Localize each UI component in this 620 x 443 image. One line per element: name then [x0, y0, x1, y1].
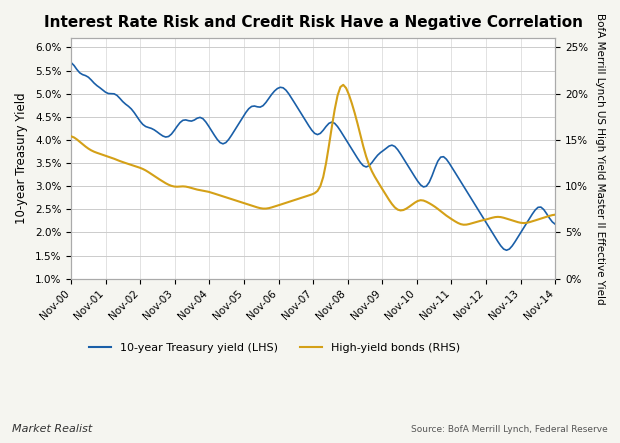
Text: Market Realist: Market Realist: [12, 424, 92, 434]
Title: Interest Rate Risk and Credit Risk Have a Negative Correlation: Interest Rate Risk and Credit Risk Have …: [43, 15, 583, 30]
Legend: 10-year Treasury yield (LHS), High-yield bonds (RHS): 10-year Treasury yield (LHS), High-yield…: [84, 338, 465, 358]
Text: Source: BofA Merrill Lynch, Federal Reserve: Source: BofA Merrill Lynch, Federal Rese…: [411, 425, 608, 434]
Y-axis label: 10-year Treasury Yield: 10-year Treasury Yield: [15, 93, 28, 224]
Y-axis label: BofA Merrill Lynch US High Yield Master II Effective Yield: BofA Merrill Lynch US High Yield Master …: [595, 12, 605, 304]
